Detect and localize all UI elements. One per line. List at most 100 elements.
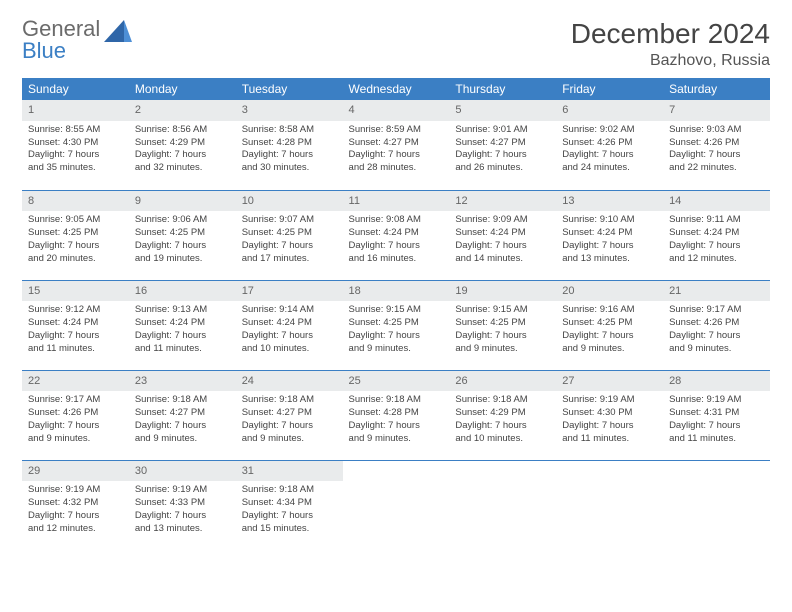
daylight-text-1: Daylight: 7 hours (28, 510, 123, 523)
weekday-header: Tuesday (236, 78, 343, 100)
daylight-text-1: Daylight: 7 hours (562, 149, 657, 162)
day-number: 26 (449, 371, 556, 392)
daylight-text-2: and 9 minutes. (455, 343, 550, 356)
sunset-text: Sunset: 4:28 PM (349, 407, 444, 420)
calendar-cell: 31Sunrise: 9:18 AMSunset: 4:34 PMDayligh… (236, 460, 343, 550)
daylight-text-2: and 26 minutes. (455, 162, 550, 175)
daylight-text-2: and 9 minutes. (562, 343, 657, 356)
calendar-cell: 2Sunrise: 8:56 AMSunset: 4:29 PMDaylight… (129, 100, 236, 190)
daylight-text-1: Daylight: 7 hours (562, 240, 657, 253)
day-details: Sunrise: 9:13 AMSunset: 4:24 PMDaylight:… (129, 301, 236, 361)
day-details: Sunrise: 9:19 AMSunset: 4:30 PMDaylight:… (556, 391, 663, 451)
sunrise-text: Sunrise: 9:18 AM (242, 394, 337, 407)
sunrise-text: Sunrise: 9:15 AM (455, 304, 550, 317)
sunset-text: Sunset: 4:26 PM (562, 137, 657, 150)
sunrise-text: Sunrise: 9:13 AM (135, 304, 230, 317)
sunset-text: Sunset: 4:30 PM (562, 407, 657, 420)
weekday-header: Thursday (449, 78, 556, 100)
daylight-text-2: and 28 minutes. (349, 162, 444, 175)
page-title: December 2024 (571, 18, 770, 50)
daylight-text-2: and 17 minutes. (242, 253, 337, 266)
day-details: Sunrise: 9:18 AMSunset: 4:27 PMDaylight:… (129, 391, 236, 451)
logo-text: General Blue (22, 18, 100, 62)
day-number: 21 (663, 281, 770, 302)
daylight-text-1: Daylight: 7 hours (135, 330, 230, 343)
sunset-text: Sunset: 4:25 PM (135, 227, 230, 240)
day-details: Sunrise: 9:10 AMSunset: 4:24 PMDaylight:… (556, 211, 663, 271)
calendar-cell: 21Sunrise: 9:17 AMSunset: 4:26 PMDayligh… (663, 280, 770, 370)
sunrise-text: Sunrise: 9:11 AM (669, 214, 764, 227)
sunset-text: Sunset: 4:27 PM (135, 407, 230, 420)
sunset-text: Sunset: 4:24 PM (242, 317, 337, 330)
day-details: Sunrise: 9:03 AMSunset: 4:26 PMDaylight:… (663, 121, 770, 181)
day-details: Sunrise: 9:11 AMSunset: 4:24 PMDaylight:… (663, 211, 770, 271)
day-details: Sunrise: 9:19 AMSunset: 4:32 PMDaylight:… (22, 481, 129, 541)
daylight-text-2: and 35 minutes. (28, 162, 123, 175)
daylight-text-1: Daylight: 7 hours (242, 330, 337, 343)
logo-word-blue: Blue (22, 38, 66, 63)
daylight-text-2: and 16 minutes. (349, 253, 444, 266)
sunrise-text: Sunrise: 9:19 AM (135, 484, 230, 497)
daylight-text-1: Daylight: 7 hours (135, 510, 230, 523)
day-number: 9 (129, 191, 236, 212)
daylight-text-1: Daylight: 7 hours (135, 420, 230, 433)
sunset-text: Sunset: 4:25 PM (242, 227, 337, 240)
sunrise-text: Sunrise: 9:01 AM (455, 124, 550, 137)
day-number: 18 (343, 281, 450, 302)
calendar-cell: 11Sunrise: 9:08 AMSunset: 4:24 PMDayligh… (343, 190, 450, 280)
daylight-text-2: and 9 minutes. (135, 433, 230, 446)
day-number: 25 (343, 371, 450, 392)
sunrise-text: Sunrise: 9:18 AM (242, 484, 337, 497)
daylight-text-2: and 15 minutes. (242, 523, 337, 536)
calendar-cell: 13Sunrise: 9:10 AMSunset: 4:24 PMDayligh… (556, 190, 663, 280)
daylight-text-1: Daylight: 7 hours (242, 149, 337, 162)
sunrise-text: Sunrise: 9:12 AM (28, 304, 123, 317)
daylight-text-2: and 12 minutes. (28, 523, 123, 536)
calendar-row: 8Sunrise: 9:05 AMSunset: 4:25 PMDaylight… (22, 190, 770, 280)
logo: General Blue (22, 18, 132, 62)
calendar-cell: 17Sunrise: 9:14 AMSunset: 4:24 PMDayligh… (236, 280, 343, 370)
sunrise-text: Sunrise: 9:19 AM (562, 394, 657, 407)
daylight-text-2: and 10 minutes. (455, 433, 550, 446)
calendar-cell: 7Sunrise: 9:03 AMSunset: 4:26 PMDaylight… (663, 100, 770, 190)
sunset-text: Sunset: 4:32 PM (28, 497, 123, 510)
daylight-text-1: Daylight: 7 hours (669, 149, 764, 162)
calendar-cell: 20Sunrise: 9:16 AMSunset: 4:25 PMDayligh… (556, 280, 663, 370)
day-number: 13 (556, 191, 663, 212)
calendar-table: Sunday Monday Tuesday Wednesday Thursday… (22, 78, 770, 550)
day-number: 29 (22, 461, 129, 482)
daylight-text-2: and 9 minutes. (669, 343, 764, 356)
daylight-text-2: and 12 minutes. (669, 253, 764, 266)
calendar-cell (449, 460, 556, 550)
daylight-text-1: Daylight: 7 hours (455, 240, 550, 253)
calendar-cell: 12Sunrise: 9:09 AMSunset: 4:24 PMDayligh… (449, 190, 556, 280)
day-details: Sunrise: 9:15 AMSunset: 4:25 PMDaylight:… (343, 301, 450, 361)
sunset-text: Sunset: 4:25 PM (562, 317, 657, 330)
daylight-text-2: and 24 minutes. (562, 162, 657, 175)
day-details: Sunrise: 9:05 AMSunset: 4:25 PMDaylight:… (22, 211, 129, 271)
daylight-text-2: and 11 minutes. (669, 433, 764, 446)
sunset-text: Sunset: 4:24 PM (669, 227, 764, 240)
daylight-text-2: and 9 minutes. (349, 433, 444, 446)
sunrise-text: Sunrise: 9:17 AM (669, 304, 764, 317)
sunrise-text: Sunrise: 9:03 AM (669, 124, 764, 137)
calendar-row: 22Sunrise: 9:17 AMSunset: 4:26 PMDayligh… (22, 370, 770, 460)
weekday-header: Saturday (663, 78, 770, 100)
daylight-text-2: and 14 minutes. (455, 253, 550, 266)
calendar-row: 29Sunrise: 9:19 AMSunset: 4:32 PMDayligh… (22, 460, 770, 550)
day-number: 3 (236, 100, 343, 121)
daylight-text-1: Daylight: 7 hours (242, 510, 337, 523)
calendar-cell: 24Sunrise: 9:18 AMSunset: 4:27 PMDayligh… (236, 370, 343, 460)
calendar-cell: 29Sunrise: 9:19 AMSunset: 4:32 PMDayligh… (22, 460, 129, 550)
day-details: Sunrise: 9:17 AMSunset: 4:26 PMDaylight:… (22, 391, 129, 451)
daylight-text-1: Daylight: 7 hours (455, 149, 550, 162)
sunset-text: Sunset: 4:27 PM (455, 137, 550, 150)
day-details: Sunrise: 9:18 AMSunset: 4:29 PMDaylight:… (449, 391, 556, 451)
daylight-text-2: and 13 minutes. (562, 253, 657, 266)
calendar-cell: 26Sunrise: 9:18 AMSunset: 4:29 PMDayligh… (449, 370, 556, 460)
day-details: Sunrise: 9:06 AMSunset: 4:25 PMDaylight:… (129, 211, 236, 271)
daylight-text-1: Daylight: 7 hours (349, 240, 444, 253)
calendar-cell: 6Sunrise: 9:02 AMSunset: 4:26 PMDaylight… (556, 100, 663, 190)
sunrise-text: Sunrise: 9:19 AM (28, 484, 123, 497)
calendar-cell: 14Sunrise: 9:11 AMSunset: 4:24 PMDayligh… (663, 190, 770, 280)
